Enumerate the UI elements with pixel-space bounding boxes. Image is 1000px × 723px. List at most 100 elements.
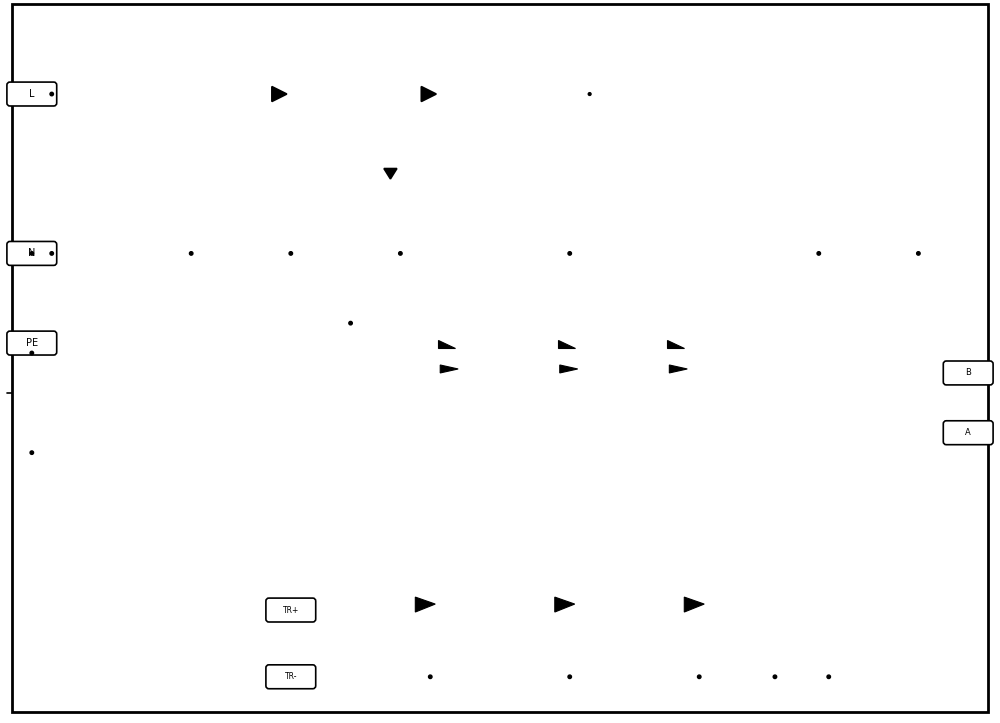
Text: RU1: RU1 [821, 453, 837, 462]
Text: ↗: ↗ [706, 574, 712, 580]
FancyBboxPatch shape [266, 665, 316, 689]
Text: ↗: ↗ [437, 574, 443, 580]
FancyBboxPatch shape [544, 76, 635, 113]
Circle shape [568, 252, 571, 255]
Text: 7: 7 [931, 382, 935, 388]
Polygon shape [667, 340, 684, 348]
Text: ↗: ↗ [557, 574, 563, 580]
Text: 3: 3 [375, 450, 379, 455]
Bar [819, 388, 839, 423]
Text: U3: U3 [674, 304, 685, 313]
Polygon shape [684, 597, 704, 612]
Bar [131, 84, 918, 263]
Text: IC2: IC2 [897, 343, 910, 352]
Circle shape [289, 252, 293, 255]
Bar [644, 313, 714, 393]
Circle shape [917, 252, 920, 255]
Text: 8: 8 [931, 361, 935, 366]
Bar [879, 333, 928, 453]
Text: 7: 7 [375, 390, 379, 395]
FancyBboxPatch shape [943, 421, 993, 445]
Bar [535, 313, 605, 393]
Text: R6: R6 [794, 348, 804, 358]
Text: 4: 4 [872, 427, 876, 431]
Text: 触发电路: 触发电路 [568, 159, 591, 168]
Text: 1: 1 [725, 7, 734, 22]
Text: 充电控制电路: 充电控制电路 [223, 159, 259, 168]
Text: TR-: TR- [285, 672, 297, 681]
Circle shape [568, 675, 571, 678]
Circle shape [588, 93, 591, 95]
Bar [347, 338, 355, 363]
Text: ↘: ↘ [805, 398, 813, 408]
Text: D1: D1 [425, 112, 436, 121]
Polygon shape [669, 365, 687, 373]
Text: ↗: ↗ [439, 324, 446, 333]
Circle shape [697, 675, 701, 678]
Text: +: + [365, 72, 372, 81]
Text: 4: 4 [375, 435, 379, 440]
Text: 9: 9 [711, 465, 714, 470]
Text: 4: 4 [296, 7, 305, 22]
Bar [490, 114, 669, 213]
Bar [211, 393, 331, 502]
Text: RUB1: RUB1 [550, 116, 571, 125]
Circle shape [349, 322, 352, 325]
Text: 1: 1 [375, 480, 379, 485]
Text: R7: R7 [789, 607, 799, 617]
Text: ↘: ↘ [810, 408, 818, 418]
Polygon shape [384, 168, 397, 179]
Text: U2: U2 [564, 304, 575, 313]
Circle shape [30, 351, 34, 355]
Text: R1: R1 [370, 588, 381, 597]
Bar [530, 557, 610, 637]
Text: R4: R4 [370, 328, 379, 333]
Circle shape [50, 93, 53, 95]
Bar [390, 557, 470, 637]
Bar [769, 592, 781, 632]
Text: 8: 8 [375, 375, 379, 380]
Text: VCC: VCC [342, 294, 359, 303]
Bar [382, 338, 390, 363]
Text: C1: C1 [849, 607, 859, 617]
Text: 16: 16 [707, 361, 714, 366]
Text: N: N [28, 249, 35, 258]
Bar [370, 338, 378, 363]
Circle shape [30, 252, 34, 255]
Text: ↗: ↗ [577, 574, 583, 580]
Bar [351, 602, 400, 617]
Text: ↗: ↗ [574, 324, 581, 333]
Circle shape [189, 252, 193, 255]
Text: 2: 2 [872, 382, 876, 388]
Text: 5: 5 [931, 427, 935, 431]
Polygon shape [415, 597, 435, 612]
Text: B: B [965, 369, 971, 377]
Bar [719, 114, 918, 213]
Text: U1: U1 [445, 304, 456, 313]
Text: 3: 3 [545, 7, 554, 22]
Bar [659, 557, 739, 637]
Bar [359, 338, 367, 363]
Circle shape [399, 252, 402, 255]
Text: SCR1: SCR1 [271, 112, 291, 121]
Text: PE: PE [26, 338, 38, 348]
Bar [151, 114, 331, 213]
Bar [415, 313, 485, 393]
Text: L: L [29, 89, 35, 99]
Text: +: + [445, 154, 452, 163]
Text: ↗: ↗ [558, 324, 565, 333]
Text: R2: R2 [346, 328, 355, 333]
Bar [42, 393, 181, 502]
Text: 3: 3 [872, 404, 876, 409]
Circle shape [827, 675, 830, 678]
Text: 电源2: 电源2 [261, 442, 281, 453]
Text: TR+: TR+ [283, 606, 299, 615]
Text: 10: 10 [707, 450, 714, 455]
Text: 光能控制电路: 光能控制电路 [801, 159, 836, 168]
Text: 6: 6 [931, 404, 935, 409]
FancyBboxPatch shape [943, 361, 993, 385]
Text: 14: 14 [707, 390, 714, 395]
Text: 12: 12 [707, 420, 714, 425]
Text: 单片机: 单片机 [534, 416, 556, 429]
Text: R3: R3 [358, 328, 367, 333]
